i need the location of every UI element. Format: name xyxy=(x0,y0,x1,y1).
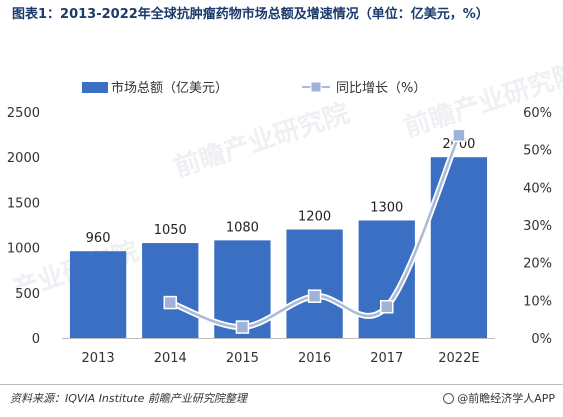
line-marker xyxy=(235,320,250,334)
x-axis: 2013 2014 2015 2016 2017 2022E xyxy=(82,351,480,366)
line-marker xyxy=(307,289,322,303)
y-left-tick-label: 1500 xyxy=(7,196,40,211)
line-path xyxy=(169,134,461,329)
x-tick-label: 2017 xyxy=(370,351,403,366)
y-right-tick-label: 0% xyxy=(531,332,552,347)
y-right-tick-label: 20% xyxy=(523,257,552,272)
bar xyxy=(69,251,127,338)
y-left-axis: 0 500 1000 1500 2000 2500 xyxy=(7,106,40,347)
brand: @前瞻经济学人APP xyxy=(443,390,555,406)
legend-label-line: 同比增长（%） xyxy=(336,81,426,96)
y-left-tick-label: 2000 xyxy=(7,151,40,166)
y-right-tick-label: 30% xyxy=(523,219,552,234)
chart-title: 图表1：2013-2022年全球抗肿瘤药物市场总额及增速情况（单位：亿美元，%） xyxy=(12,7,489,22)
y-right-axis: 0% 10% 20% 30% 40% 50% 60% xyxy=(523,106,552,347)
bar-data-label: 1050 xyxy=(154,223,187,238)
x-tick-label: 2022E xyxy=(438,351,479,366)
chart-area: 市场总额（亿美元） 同比增长（%） 0 500 1000 1500 2000 2500 0… xyxy=(7,80,552,366)
bar-data-label: 2000 xyxy=(442,137,475,152)
x-tick-label: 2014 xyxy=(154,351,187,366)
line-marker xyxy=(452,128,466,143)
bar-data-label: 1200 xyxy=(298,210,331,225)
bar-data-label: 1080 xyxy=(226,220,259,235)
bar xyxy=(286,229,343,338)
bar-data-label: 1300 xyxy=(370,200,403,215)
x-tick-label: 2013 xyxy=(82,351,115,366)
legend-label-bar: 市场总额（亿美元） xyxy=(111,80,228,96)
legend: 市场总额（亿美元） 同比增长（%） xyxy=(82,80,426,96)
bar xyxy=(142,243,199,338)
line-series xyxy=(163,128,466,334)
y-left-tick-label: 1000 xyxy=(7,242,40,257)
y-right-tick-label: 60% xyxy=(523,106,552,121)
bar-labels: 960 1050 1080 1200 1300 2000 xyxy=(86,137,476,246)
line-marker xyxy=(163,295,177,310)
y-right-tick-label: 10% xyxy=(523,294,552,309)
legend-swatch-bar xyxy=(82,82,108,93)
x-tick-label: 2015 xyxy=(226,351,259,366)
bar-data-label: 960 xyxy=(86,231,111,246)
y-left-tick-label: 2500 xyxy=(7,106,40,121)
brand-label: @前瞻经济学人APP xyxy=(457,392,555,405)
line-marker xyxy=(380,299,394,314)
brand-logo-icon xyxy=(443,392,455,404)
legend-marker xyxy=(310,81,322,93)
y-left-tick-label: 500 xyxy=(15,287,40,302)
x-tick-label: 2016 xyxy=(298,351,331,366)
footer: 资料来源：IQVIA Institute 前瞻产业研究院整理 @前瞻经济学人AP… xyxy=(0,384,563,413)
source-note: 资料来源：IQVIA Institute 前瞻产业研究院整理 xyxy=(10,392,247,405)
y-right-tick-label: 50% xyxy=(523,144,552,159)
y-left-tick-label: 0 xyxy=(32,332,40,347)
y-right-tick-label: 40% xyxy=(523,181,552,196)
